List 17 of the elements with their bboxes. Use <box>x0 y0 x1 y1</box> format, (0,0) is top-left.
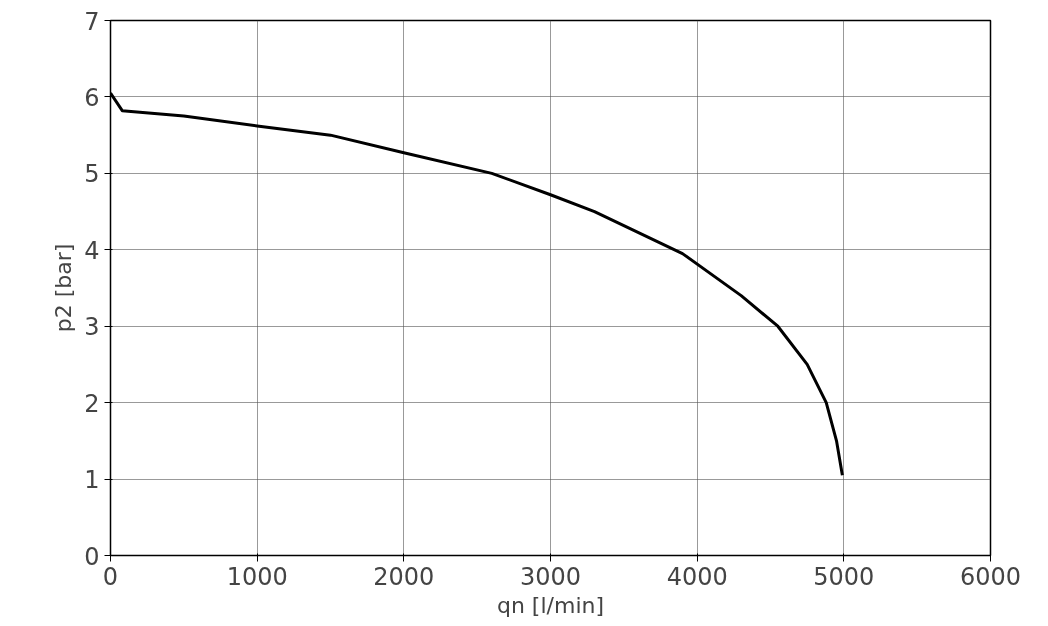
x-tick-label: 2000 <box>373 562 435 591</box>
x-tick-label: 6000 <box>959 562 1022 591</box>
x-tick-label: 0 <box>102 562 119 591</box>
y-tick-label: 0 <box>84 542 100 571</box>
x-tick-label: 4000 <box>666 562 728 591</box>
y-tick-label: 6 <box>84 83 100 112</box>
y-tick-label: 4 <box>84 236 100 265</box>
y-axis-title: p2 [bar] <box>51 243 77 333</box>
y-tick-label: 2 <box>84 389 100 418</box>
x-tick-label: 3000 <box>519 562 582 591</box>
y-tick-label: 5 <box>84 160 100 189</box>
y-tick-label: 3 <box>84 313 100 342</box>
x-axis-title: qn [l/min] <box>496 592 605 618</box>
x-tick-label: 1000 <box>226 562 288 591</box>
y-tick-label: 1 <box>84 466 100 495</box>
x-tick-label: 5000 <box>813 562 875 591</box>
y-tick-label: 7 <box>84 7 100 36</box>
